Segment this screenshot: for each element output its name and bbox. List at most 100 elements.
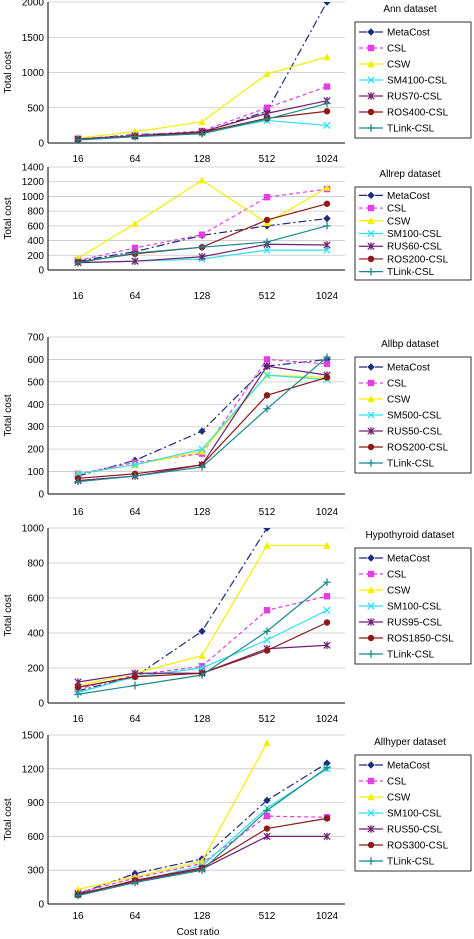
- legend-label: TLink-CSL: [387, 459, 435, 470]
- legend-label: CSW: [387, 793, 411, 804]
- data-point: [263, 528, 271, 532]
- y-tick-label: 700: [27, 333, 44, 344]
- y-tick-label: 400: [27, 629, 44, 640]
- data-point: [323, 2, 331, 6]
- data-point: [323, 183, 331, 191]
- legend-marker: [367, 554, 375, 562]
- data-point: [263, 371, 271, 379]
- data-point: [263, 405, 271, 413]
- data-point: [323, 121, 331, 130]
- legend-marker: [367, 124, 375, 132]
- legend-label: SM4100-CSL: [387, 76, 447, 87]
- legend-marker: [367, 28, 375, 36]
- data-point: [198, 445, 206, 453]
- y-tick-label: 1000: [22, 524, 45, 535]
- y-tick-label: 900: [27, 798, 44, 809]
- data-point: [323, 222, 331, 230]
- x-tick-label: 512: [259, 911, 276, 922]
- y-tick-label: 600: [27, 832, 44, 843]
- data-point: [198, 463, 206, 471]
- data-point: [198, 671, 206, 679]
- x-tick-label: 1024: [316, 507, 339, 518]
- data-point: [74, 684, 82, 691]
- x-tick-label: 64: [129, 507, 141, 518]
- legend-marker: [367, 459, 375, 467]
- data-point: [198, 652, 206, 659]
- legend-marker: [367, 379, 375, 387]
- legend-marker: [367, 76, 375, 84]
- series-line-SM100-CSL: [77, 768, 328, 896]
- legend-marker: [367, 857, 375, 865]
- data-point: [323, 108, 331, 115]
- x-tick-label: 16: [72, 154, 84, 165]
- x-tick-label: 64: [129, 154, 141, 165]
- legend-marker: [367, 650, 375, 658]
- x-tick-label: 16: [72, 507, 84, 518]
- y-tick-label: 800: [27, 559, 44, 570]
- data-point: [263, 104, 271, 111]
- x-tick-label: 512: [259, 291, 276, 302]
- x-tick-label: 1024: [316, 714, 339, 725]
- series-line-MetaCost: [77, 217, 328, 262]
- data-point: [263, 796, 271, 805]
- y-tick-label: 100: [27, 467, 44, 478]
- chart-panel-3: 0 100 200 300 400 500 600 700 16 64 128 512 1024 Tota…: [3, 333, 472, 518]
- data-point: [263, 216, 271, 224]
- data-point: [263, 362, 271, 370]
- series-group: [74, 528, 331, 698]
- data-point: [323, 578, 331, 586]
- y-tick-label: 300: [27, 422, 44, 433]
- y-tick-label: 600: [27, 355, 44, 366]
- data-point: [263, 825, 271, 832]
- data-point: [323, 759, 331, 767]
- legend-label: MetaCost: [387, 363, 430, 374]
- data-point: [263, 392, 271, 399]
- legend-label: CSL: [387, 570, 407, 581]
- chart-title: Allhyper dataset: [374, 737, 446, 748]
- legend-marker: [367, 570, 375, 578]
- legend-marker: [367, 217, 375, 224]
- data-point: [323, 214, 331, 223]
- data-point: [131, 681, 139, 690]
- y-tick-label: 800: [27, 207, 44, 218]
- legend-label: CSW: [387, 216, 411, 227]
- x-tick-label: 512: [259, 714, 276, 725]
- data-point: [198, 664, 206, 672]
- y-tick-label: 200: [27, 664, 44, 675]
- x-tick-label: 64: [129, 714, 141, 725]
- legend-marker: [367, 618, 375, 626]
- data-point: [263, 806, 271, 815]
- x-tick-label: 512: [259, 154, 276, 165]
- data-point: [74, 477, 82, 486]
- data-point: [263, 739, 271, 747]
- data-point: [323, 815, 331, 822]
- x-tick-label: 1024: [316, 291, 339, 302]
- y-axis-label: Total cost: [3, 197, 14, 239]
- data-point: [74, 885, 82, 893]
- legend-marker: [367, 229, 375, 238]
- legend-marker: [367, 60, 375, 68]
- x-axis-label: Cost ratio: [177, 927, 220, 938]
- x-tick-label: 128: [194, 154, 211, 165]
- x-tick-label: 128: [194, 911, 211, 922]
- legend-marker: [367, 267, 375, 276]
- data-point: [323, 832, 331, 841]
- x-tick-label: 128: [194, 714, 211, 725]
- data-point: [131, 219, 139, 227]
- x-tick-label: 128: [194, 291, 211, 302]
- chart-title: Allbp dataset: [381, 339, 439, 350]
- legend-label: RUS50-CSL: [387, 427, 442, 438]
- x-tick-label: 16: [72, 714, 84, 725]
- legend-marker: [367, 191, 375, 200]
- series-line-MetaCost: [77, 528, 268, 692]
- legend-marker: [367, 443, 375, 451]
- legend-label: MetaCost: [387, 761, 430, 772]
- legend-marker: [367, 255, 375, 263]
- y-tick-label: 2000: [22, 0, 45, 9]
- data-point: [198, 663, 206, 670]
- data-point: [198, 866, 206, 874]
- data-point: [263, 647, 271, 654]
- data-point: [323, 641, 331, 649]
- data-point: [131, 461, 139, 469]
